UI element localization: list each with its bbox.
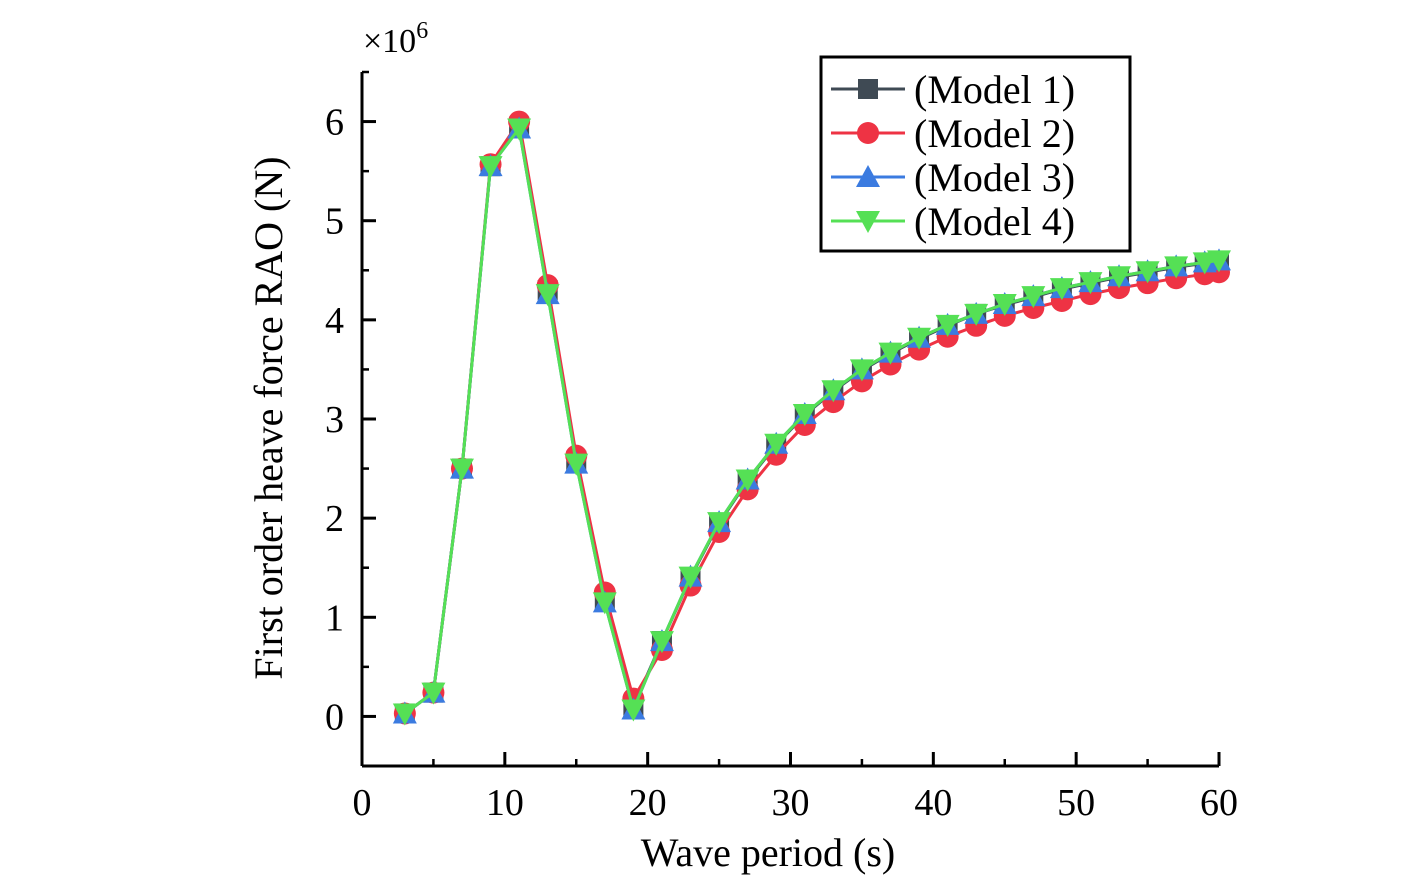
series-4-point [992,293,1017,316]
series-4-point [392,703,417,726]
series-4-point [678,566,703,589]
series-4-point [1207,250,1231,273]
series-4 [392,118,1231,726]
y-axis-multiplier-exponent: 6 [416,18,428,44]
y-axis-multiplier: ×106 [363,18,428,60]
series-4-point [964,303,989,326]
legend: (Model 1)(Model 2)(Model 3)(Model 4) [819,55,1132,253]
series-4-point [1021,286,1046,309]
legend-label: (Model 3) [914,155,1075,200]
series-4-point [1164,256,1189,279]
series-4-point [792,404,817,427]
x-tick-label: 30 [772,782,810,824]
series-4-point [1107,266,1132,289]
y-tick-label: 4 [325,300,344,342]
series-4-point [1192,252,1217,275]
series-4-point [564,453,589,476]
x-tick-label: 60 [1200,782,1238,824]
series-4-point [707,512,732,535]
x-tick-label: 40 [914,782,952,824]
axes: 0 10 20 30 40 50 60 0 1 2 3 4 5 6 [325,70,1238,824]
series-4-point [421,682,446,705]
y-tick-label: 5 [325,201,344,243]
series-4-point [849,359,874,382]
series-4-point [935,314,960,337]
x-tick-label: 0 [353,782,372,824]
plot-area [392,110,1231,726]
series-4-point [821,380,846,403]
x-axis-title: Wave period (s) [641,830,895,875]
series-4-point [878,342,903,365]
legend-marker [857,122,879,144]
series-4-point [764,433,789,456]
series-4-point [478,156,503,179]
series-4-point [449,458,474,481]
series-4-point [1049,278,1074,301]
legend-label: (Model 4) [914,199,1075,244]
legend-label: (Model 1) [914,67,1075,112]
y-axis-multiplier-base: ×10 [363,23,416,60]
legend-marker [856,165,880,187]
y-axis-title: First order heave force RAO (N) [246,156,291,679]
x-tick-label: 50 [1057,782,1095,824]
series-4-point [535,284,560,307]
series-4-point [507,118,532,141]
series-4-point [621,699,646,722]
series-4-point [1135,261,1160,284]
x-tick-label: 10 [486,782,524,824]
legend-label: (Model 2) [914,111,1075,156]
y-tick-label: 1 [325,597,344,639]
series-4-point [1078,272,1103,295]
x-tick-label: 20 [629,782,667,824]
y-tick-label: 6 [325,102,344,144]
y-tick-label: 2 [325,498,344,540]
series-4-point [907,327,932,350]
legend-marker [856,211,880,233]
series-4-point [649,631,674,654]
y-tick-label: 0 [325,696,344,738]
series-4-point [735,469,760,492]
y-tick-label: 3 [325,399,344,441]
series-4-point [592,592,617,615]
legend-marker [858,79,878,99]
